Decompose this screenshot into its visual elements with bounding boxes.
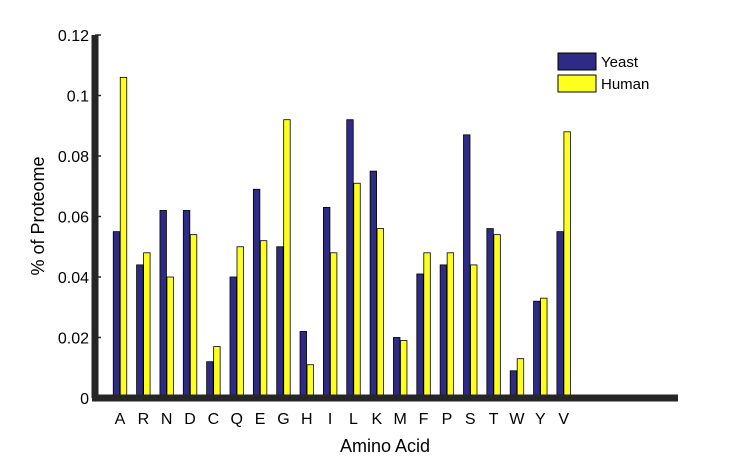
y-axis-title: % of Proteome (28, 156, 48, 275)
x-tick-label: S (465, 411, 476, 428)
x-tick-label: N (161, 411, 173, 428)
bar-yeast-n (159, 210, 167, 399)
bar-human-y (540, 297, 548, 399)
bar-yeast-h (299, 331, 307, 399)
legend-swatch-human (557, 74, 597, 93)
x-tick-label: K (372, 411, 383, 428)
y-tick-label: 0.06 (58, 210, 89, 227)
bar-human-e (259, 240, 268, 399)
bar-yeast-w (509, 370, 518, 399)
x-tick-label: I (328, 411, 332, 428)
x-tick-label: M (394, 411, 407, 428)
bar-human-v (563, 131, 571, 399)
x-tick-label: P (442, 411, 453, 428)
x-tick-label: A (115, 411, 126, 428)
y-tick-label: 0.12 (58, 28, 89, 45)
bar-yeast-p (439, 264, 448, 399)
bar-yeast-f (416, 273, 424, 399)
x-tick-label: R (138, 411, 150, 428)
bar-human-p (446, 252, 455, 399)
legend-swatch-yeast (557, 52, 597, 71)
bar-human-f (423, 252, 431, 399)
x-tick-label: E (255, 411, 266, 428)
bar-human-h (306, 364, 314, 399)
x-tick-label: Y (535, 411, 546, 428)
y-tick-label: 0 (80, 391, 89, 408)
bar-yeast-q (229, 276, 237, 399)
bar-yeast-l (346, 119, 354, 399)
x-tick-label: Q (231, 411, 243, 428)
bar-yeast-k (369, 170, 378, 399)
bar-yeast-i (322, 207, 331, 399)
bar-human-g (283, 119, 291, 399)
bar-yeast-e (252, 188, 261, 399)
x-tick-label: F (419, 411, 429, 428)
bar-human-t (493, 234, 501, 399)
bar-yeast-m (393, 337, 401, 399)
bars-layer (112, 76, 571, 399)
bar-human-w (516, 358, 525, 399)
bar-yeast-r (136, 264, 144, 399)
bar-human-l (353, 182, 361, 399)
x-tick-label: W (509, 411, 525, 428)
x-tick-label: G (277, 411, 289, 428)
bar-human-n (166, 276, 174, 399)
bar-human-d (189, 234, 198, 399)
legend-label-yeast: Yeast (601, 54, 639, 71)
legend: Yeast Human (548, 44, 670, 96)
bar-human-i (329, 252, 338, 399)
legend-label-human: Human (601, 76, 649, 93)
bar-yeast-c (206, 361, 214, 399)
bar-human-k (376, 228, 385, 399)
y-tick-label: 0.1 (67, 89, 89, 106)
y-tick-label: 0.02 (58, 331, 89, 348)
x-tick-label: T (489, 411, 499, 428)
y-tick-label: 0.04 (58, 270, 89, 287)
bar-human-s (470, 264, 478, 399)
y-ticks: 0 0.02 0.04 0.06 0.08 0.1 0.12 (58, 28, 101, 408)
bar-yeast-g (276, 246, 284, 399)
bar-human-m (400, 340, 408, 399)
x-tick-label: L (349, 411, 358, 428)
bar-human-r (143, 252, 151, 399)
bar-human-c (213, 346, 221, 399)
bar-yeast-v (556, 231, 564, 399)
bar-yeast-a (112, 231, 121, 399)
bar-yeast-y (533, 300, 541, 399)
bar-yeast-d (182, 210, 191, 399)
x-tick-label: H (301, 411, 313, 428)
x-tick-label: C (208, 411, 220, 428)
bar-human-q (236, 246, 244, 399)
bar-yeast-s (463, 134, 471, 399)
x-tick-label: D (184, 411, 196, 428)
bar-yeast-t (486, 228, 494, 399)
x-axis-title: Amino Acid (340, 436, 430, 456)
x-tick-label: V (558, 411, 569, 428)
y-tick-label: 0.08 (58, 149, 89, 166)
bar-human-a (119, 76, 128, 399)
